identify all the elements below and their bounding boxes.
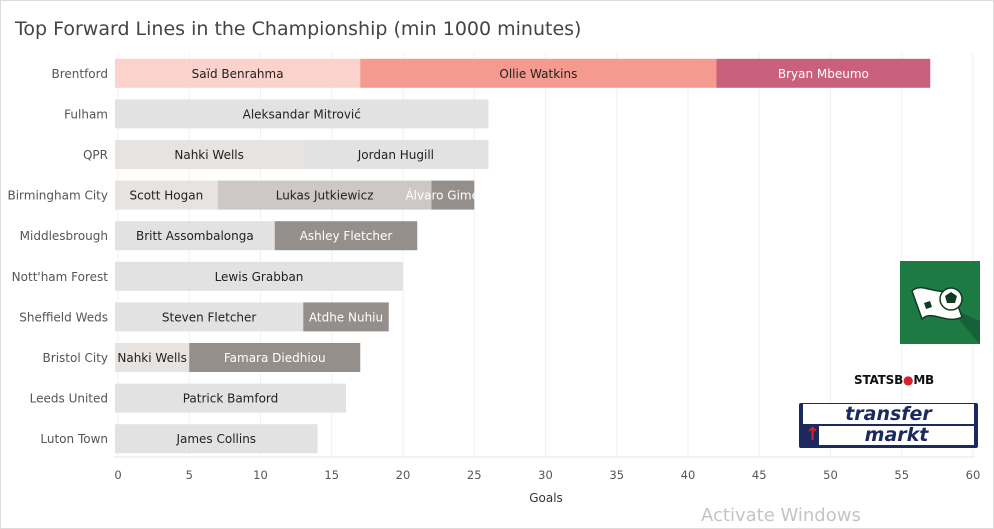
team-label: Fulham [64,107,108,121]
x-tick-label: 25 [467,468,482,482]
bar-segment [115,221,275,251]
bar-segment [716,58,931,88]
bar-label: Nahki Wells [174,148,244,162]
team-label: Nott'ham Forest [12,270,109,284]
bar-segment [115,424,318,454]
bar-label: Lewis Grabban [215,270,304,284]
bar-segment [217,180,432,210]
bar-label: Aleksandar Mitrović [243,107,361,121]
team-label: Leeds United [30,392,108,406]
team-label: Birmingham City [7,189,108,203]
bar-segment [115,261,403,291]
x-tick-label: 50 [823,468,838,482]
bar-segment [115,302,304,332]
bar-label: Steven Fletcher [162,310,257,324]
bar-segment [115,383,346,413]
team-label: Bristol City [43,351,108,365]
soccer-ball-flag-icon [900,261,980,344]
bar-label: Álvaro Giménez [405,188,500,203]
x-tick-label: 35 [609,468,624,482]
x-tick-label: 20 [396,468,411,482]
x-tick-label: 0 [114,468,121,482]
bar-segment [431,180,475,210]
bar-label: Atdhe Nuhiu [309,310,383,324]
team-label: Brentford [51,67,108,81]
x-axis-title: Goals [529,491,563,505]
bar-segment [274,221,418,251]
team-label: Middlesbrough [20,229,108,243]
bar-label: James Collins [175,432,256,446]
bar-label: Jordan Hugill [357,148,434,162]
bar-segment [303,140,489,169]
bar-label: Famara Diedhiou [224,351,326,365]
x-tick-label: 5 [186,468,193,482]
bar-segment [189,343,361,372]
bar-segment [360,58,717,88]
chart-title: Top Forward Lines in the Championship (m… [15,18,582,40]
bar-segment [115,180,218,210]
x-tick-label: 55 [894,468,909,482]
bar-segment [115,58,361,88]
x-tick-label: 15 [324,468,339,482]
bar-label: Saïd Benrahma [192,67,284,81]
bar-segment [115,99,489,129]
team-label: QPR [83,148,108,162]
activate-windows-watermark: Activate Windows [701,505,861,526]
bar-label: Scott Hogan [130,189,204,203]
bar-label: Bryan Mbeumo [778,67,869,81]
bar-label: Nahki Wells [117,351,187,365]
bar-segment [115,343,190,372]
bar-label: Ollie Watkins [499,67,577,81]
team-label: Luton Town [40,432,108,446]
x-tick-label: 40 [681,468,696,482]
bar-label: Lukas Jutkiewicz [276,189,374,203]
x-tick-label: 10 [253,468,268,482]
bar-label: Britt Assombalonga [136,229,254,243]
bar-label: Ashley Fletcher [300,229,393,243]
x-tick-label: 60 [966,468,981,482]
transfermarkt-logo: transfer ↑ markt [799,403,978,448]
x-tick-label: 45 [752,468,767,482]
bar-segment [303,302,389,332]
statsbomb-logo: STATSB●MB [854,373,935,387]
team-label: Sheffield Weds [19,310,108,324]
bar-label: Patrick Bamford [183,392,279,406]
bar-segment [115,140,304,169]
x-tick-label: 30 [538,468,553,482]
